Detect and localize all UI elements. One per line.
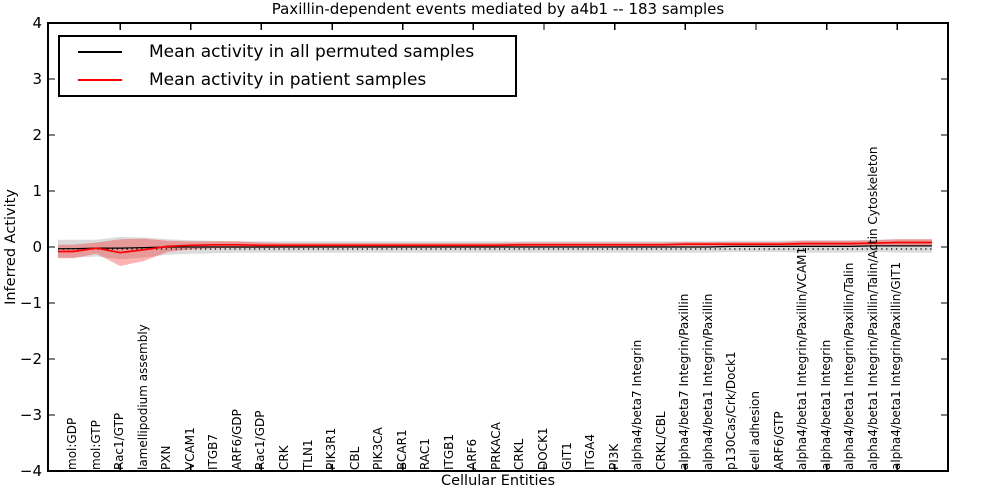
permuted-mean-line: [58, 245, 932, 250]
patient-mean-line: [58, 241, 932, 254]
y-tick-label: −4: [19, 462, 42, 480]
y-tick-label: 0: [32, 238, 42, 256]
x-tick-label: BCAR1: [394, 429, 409, 470]
permuted-line-swatch: [78, 51, 122, 53]
x-tick-label: p130Cas/Crk/Dock1: [724, 351, 739, 470]
confidence-band-permuted: [58, 236, 932, 260]
y-tick-label: −1: [19, 294, 42, 312]
x-tick-label: mol:GDP: [65, 417, 79, 470]
x-tick-label: PI3K: [606, 443, 621, 470]
x-tick-label: CBL: [347, 446, 362, 470]
x-tick-label: RAC1: [418, 438, 433, 470]
y-tick-label: 1: [32, 182, 42, 200]
x-tick-label: PXN: [159, 445, 174, 470]
x-tick-label: ARF6: [465, 438, 480, 470]
x-tick-label: PRKACA: [488, 422, 503, 470]
x-tick-label: TLN1: [300, 439, 315, 470]
legend: Mean activity in all permuted samples Me…: [58, 35, 517, 97]
legend-label-patient: Mean activity in patient samples: [149, 70, 427, 90]
x-tick-label: alpha4/beta7 Integrin/Paxillin: [677, 293, 692, 470]
patient-line-swatch: [78, 79, 122, 81]
x-tick-label: alpha4/beta7 Integrin: [630, 339, 645, 470]
x-tick-label: ARF6/GDP: [229, 409, 244, 470]
x-tick-label: VCAM1: [182, 427, 197, 470]
x-tick-label: PIK3CA: [371, 427, 386, 470]
x-tick-label: ITGB7: [206, 433, 221, 470]
x-tick-label: GIT1: [559, 442, 574, 470]
x-tick-label: DOCK1: [536, 427, 550, 470]
x-tick-label: lamellipodium assembly: [135, 324, 150, 470]
x-tick-label: ARF6/GTP: [771, 411, 786, 470]
x-tick-label: ITGB1: [441, 433, 456, 470]
y-tick-label: −3: [19, 406, 42, 424]
x-tick-label: Rac1/GTP: [112, 412, 127, 470]
y-tick-label: 4: [32, 14, 42, 32]
x-tick-label: alpha4/beta1 Integrin/Paxillin/GIT1: [889, 261, 904, 470]
legend-label-permuted: Mean activity in all permuted samples: [149, 42, 475, 62]
x-tick-label: CRKL/CBL: [653, 411, 668, 470]
x-tick-label: alpha4/beta1 Integrin: [818, 339, 833, 470]
x-tick-label: CRK: [276, 445, 291, 470]
chart-title: Paxillin-dependent events mediated by a4…: [271, 0, 725, 18]
x-tick-label: Rac1/GDP: [253, 410, 268, 470]
y-tick-label: −2: [19, 350, 42, 368]
x-tick-label: mol:GTP: [88, 420, 103, 470]
legend-row-patient: Mean activity in patient samples: [60, 66, 515, 94]
x-tick-label: alpha4/beta1 Integrin/Paxillin: [700, 293, 715, 470]
x-axis-label: Cellular Entities: [440, 473, 556, 489]
legend-row-permuted: Mean activity in all permuted samples: [60, 38, 515, 66]
x-tick-label: ITGA4: [583, 433, 598, 470]
x-tick-label: alpha4/beta1 Integrin/Paxillin/Talin/Act…: [865, 146, 880, 470]
y-tick-label: 3: [32, 70, 42, 88]
y-tick-label: 2: [32, 126, 42, 144]
x-tick-label: alpha4/beta1 Integrin/Paxillin/VCAM1: [795, 246, 810, 470]
x-tick-label: cell adhesion: [747, 391, 762, 470]
x-tick-label: alpha4/beta1 Integrin/Paxillin/Talin: [842, 262, 857, 470]
x-tick-label: CRKL: [512, 438, 527, 470]
x-tick-label: PIK3R1: [324, 427, 339, 470]
